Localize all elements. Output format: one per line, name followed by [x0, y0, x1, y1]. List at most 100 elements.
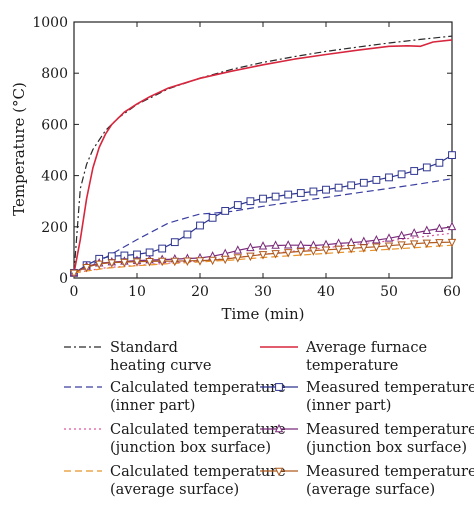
data-point — [347, 181, 356, 190]
data-point — [170, 238, 179, 247]
data-point — [372, 243, 381, 252]
data-point — [283, 249, 293, 258]
x-tick-label: 10 — [128, 284, 146, 300]
x-tick-label: 40 — [317, 284, 335, 300]
legend-item: Measured temperature (average surface) — [260, 464, 474, 498]
series-calculated-temperature-inner-part — [73, 178, 453, 274]
data-point — [246, 197, 255, 206]
legend-label: temperature — [306, 358, 398, 374]
legend-item: Calculated temperature (average surface) — [64, 464, 286, 498]
data-point — [233, 201, 242, 209]
data-point — [448, 151, 456, 160]
data-point — [120, 258, 129, 268]
data-point — [384, 233, 394, 242]
legend-label: Measured temperature — [306, 422, 474, 438]
x-axis-title: Time (min) — [221, 305, 304, 323]
y-tick-label: 600 — [41, 117, 68, 133]
data-point — [233, 245, 243, 254]
data-point — [183, 230, 192, 239]
data-point — [359, 178, 368, 187]
data-point — [334, 245, 343, 255]
legend-label: (average surface) — [110, 482, 239, 498]
data-point — [409, 240, 419, 249]
legend-label: heating curve — [110, 358, 211, 374]
data-point — [258, 241, 268, 250]
data-point — [220, 255, 230, 265]
legend-label: Measured temperature — [306, 380, 474, 396]
data-point — [246, 242, 255, 252]
data-point — [271, 240, 280, 249]
data-point — [183, 257, 192, 266]
series-layer — [69, 35, 457, 278]
data-point — [283, 240, 293, 249]
legend-item: Measured temperature (junction box surfac… — [260, 422, 474, 456]
data-point — [397, 170, 406, 179]
legend-label: (inner part) — [306, 398, 391, 414]
data-point — [435, 223, 444, 232]
x-tick-label: 0 — [70, 284, 79, 300]
legend-marker — [274, 423, 284, 433]
data-point — [284, 190, 293, 199]
data-point — [296, 248, 306, 257]
legend-label: Calculated temperature — [110, 464, 286, 480]
legend-item: Calculated temperature (junction box surf… — [64, 422, 286, 456]
data-point — [422, 225, 432, 234]
data-point — [359, 244, 369, 253]
data-point — [145, 258, 154, 267]
data-point — [132, 258, 142, 267]
legend-label: Measured temperature — [306, 464, 474, 480]
data-point — [385, 173, 393, 182]
data-point — [145, 248, 154, 257]
data-point — [158, 244, 167, 253]
legend-marker — [274, 467, 284, 477]
data-point — [196, 221, 204, 230]
data-point — [346, 245, 356, 254]
x-tick-label: 30 — [254, 284, 272, 300]
data-point — [157, 257, 167, 267]
legend: Standard heating curve Average furnace temp… — [64, 340, 474, 498]
data-point — [69, 269, 79, 278]
data-point — [422, 239, 432, 249]
legend-item: Calculated temperature (inner part) — [64, 380, 286, 414]
series-average-furnace-temperature — [73, 39, 453, 274]
axes — [73, 21, 453, 279]
series-measured-temperature-average-surface — [69, 238, 457, 278]
y-tick-label: 200 — [41, 220, 68, 236]
series-line — [73, 39, 453, 274]
data-point — [422, 163, 431, 172]
data-point — [397, 241, 406, 250]
data-point — [195, 257, 205, 266]
data-point — [296, 189, 305, 197]
y-tick-label: 400 — [41, 169, 68, 185]
data-point — [259, 194, 267, 203]
data-point — [435, 239, 444, 248]
legend-label: Calculated temperature — [110, 380, 286, 396]
data-point — [384, 242, 394, 251]
x-tick-label: 50 — [380, 284, 398, 300]
data-point — [447, 238, 457, 248]
legend-marker — [275, 383, 283, 391]
legend-item: Standard heating curve — [64, 340, 211, 374]
data-point — [208, 213, 217, 222]
data-point — [410, 167, 419, 175]
data-point — [322, 185, 330, 194]
y-tick-label: 800 — [41, 66, 68, 82]
legend-label: (average surface) — [306, 482, 435, 498]
data-point — [296, 240, 306, 249]
data-point — [309, 187, 318, 196]
data-point — [309, 247, 318, 256]
data-point — [447, 221, 457, 231]
y-tick-label: 1000 — [32, 15, 68, 31]
data-point — [435, 158, 444, 167]
legend-label: (inner part) — [110, 398, 195, 414]
legend-item: Average furnace temperature — [260, 340, 427, 374]
x-tick-label: 60 — [443, 284, 461, 300]
data-point — [82, 263, 91, 273]
legend-label: Average furnace — [305, 340, 427, 356]
data-point — [334, 183, 343, 192]
data-point — [258, 251, 268, 260]
data-point — [409, 228, 419, 237]
data-point — [208, 256, 217, 266]
data-point — [271, 192, 280, 201]
